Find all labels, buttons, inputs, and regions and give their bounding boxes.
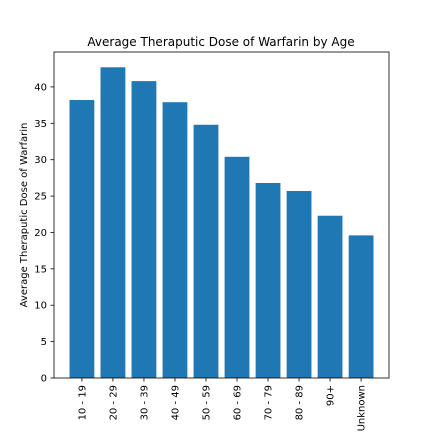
x-tick-label: 80 - 89: [295, 385, 306, 420]
x-tick-label: 40 - 49: [170, 385, 181, 420]
bar-70-79: [255, 182, 281, 378]
chart-title: Average Theraputic Dose of Warfarin by A…: [87, 35, 354, 49]
bar-unknown: [348, 235, 374, 378]
y-tick-label: 40: [34, 82, 47, 93]
x-tick-label: 30 - 39: [139, 385, 150, 420]
bar-20-29: [100, 67, 126, 378]
y-ticks-group: 0 5 10 15 20 25 30 35 40: [34, 82, 54, 385]
plot-frame: [53, 51, 390, 379]
x-ticks-group: 10 - 19 20 - 29 30 - 39 40 - 49 50 - 59 60 - …: [77, 378, 368, 431]
bar-60-69: [224, 156, 250, 378]
y-tick-label: 5: [41, 337, 47, 348]
y-tick-label: 20: [34, 228, 47, 239]
x-tick-label: Unknown: [357, 385, 368, 431]
x-tick-label: 90+: [326, 385, 337, 406]
bar-50-59: [193, 124, 219, 379]
y-tick-label: 0: [41, 374, 47, 385]
bars-group: [69, 67, 374, 379]
x-tick-label: 60 - 69: [233, 385, 244, 420]
y-tick-label: 10: [34, 301, 47, 312]
bar-80-89: [286, 190, 312, 378]
y-axis-label: Average Theraputic Dose of Warfarin: [19, 123, 30, 308]
bar-40-49: [162, 102, 188, 378]
x-tick-label: 20 - 29: [108, 385, 119, 420]
x-tick-label: 70 - 79: [264, 385, 275, 420]
y-tick-label: 30: [34, 155, 47, 166]
bar-10-19: [69, 100, 95, 378]
y-tick-label: 35: [34, 119, 47, 130]
x-tick-label: 50 - 59: [201, 385, 212, 420]
x-tick-label: 10 - 19: [77, 385, 88, 420]
y-tick-label: 25: [34, 192, 47, 203]
bar-30-39: [131, 81, 157, 378]
y-tick-label: 15: [34, 264, 47, 275]
bar-90-: [317, 215, 343, 378]
